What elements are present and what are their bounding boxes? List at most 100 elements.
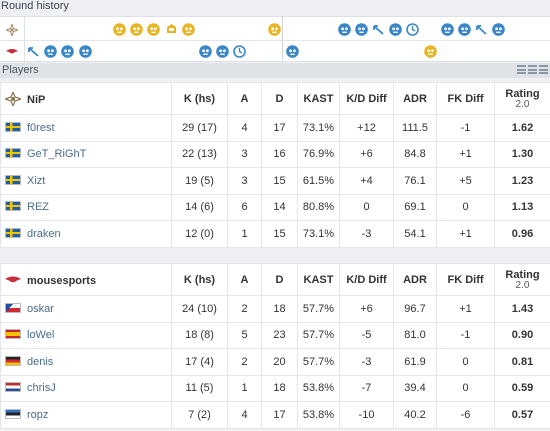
- kast-cell: 57.7%: [297, 321, 340, 349]
- time-expired-icon: [233, 45, 247, 58]
- kd-diff-cell: -3: [339, 220, 394, 248]
- player-cell[interactable]: REZ: [0, 193, 172, 221]
- assists-header: A: [227, 263, 262, 296]
- player-name[interactable]: GeT_RiGhT: [27, 148, 87, 161]
- assists-cell: 5: [227, 321, 262, 349]
- adr-cell: 96.7: [393, 295, 437, 323]
- assists-cell: 1: [227, 374, 262, 402]
- deaths-cell: 15: [261, 220, 298, 248]
- mousesports-logo-icon: [6, 49, 18, 54]
- player-row[interactable]: oskar 24 (10) 2 18 57.7% +6 96.7 +1 1.43: [0, 295, 550, 323]
- kills-cell: 29 (17): [171, 114, 228, 142]
- team2-name-header[interactable]: mousesports: [0, 263, 172, 296]
- grid-view-icon[interactable]: [539, 65, 548, 74]
- time-expired-icon: [406, 23, 420, 36]
- player-row[interactable]: denis 17 (4) 2 20 57.7% -3 61.9 0 0.81: [0, 348, 550, 376]
- rating-header: Rating 2.0: [494, 263, 550, 296]
- kd-diff-cell: -7: [339, 374, 394, 402]
- player-row[interactable]: loWel 18 (8) 5 23 57.7% -5 81.0 -1 0.90: [0, 321, 550, 349]
- kast-cell: 53.8%: [297, 401, 340, 429]
- t-win-skull-icon: [267, 23, 281, 36]
- country-flag-icon: [5, 201, 21, 212]
- kd-diff-cell: +12: [339, 114, 394, 142]
- adr-header: ADR: [393, 82, 437, 115]
- player-name[interactable]: f0rest: [27, 121, 55, 134]
- players-section-title: Players: [0, 63, 550, 78]
- country-flag-icon: [5, 329, 21, 340]
- team2-name[interactable]: mousesports: [27, 274, 97, 287]
- ct-win-skull-icon: [337, 23, 351, 36]
- t-win-skull-icon: [130, 23, 143, 36]
- kills-cell: 22 (13): [171, 140, 228, 168]
- ct-win-skull-icon: [216, 45, 229, 58]
- player-name[interactable]: oskar: [27, 302, 54, 315]
- rating-cell: 1.30: [494, 140, 550, 168]
- view-toggle[interactable]: [515, 65, 548, 77]
- fk-diff-cell: -1: [436, 114, 495, 142]
- adr-cell: 39.4: [393, 374, 437, 402]
- kast-cell: 57.7%: [297, 348, 340, 376]
- player-row[interactable]: draken 12 (0) 1 15 73.1% -3 54.1 +1 0.96: [0, 220, 550, 248]
- list-view-icon[interactable]: [517, 65, 526, 74]
- player-row[interactable]: chrisJ 11 (5) 1 18 53.8% -7 39.4 0 0.59: [0, 374, 550, 402]
- player-cell[interactable]: GeT_RiGhT: [0, 140, 172, 168]
- assists-cell: 2: [227, 348, 262, 376]
- deaths-cell: 17: [261, 114, 298, 142]
- fk-diff-cell: 0: [436, 193, 495, 221]
- player-cell[interactable]: chrisJ: [0, 374, 172, 402]
- player-name[interactable]: ropz: [27, 408, 49, 421]
- player-name[interactable]: loWel: [27, 329, 55, 342]
- player-name[interactable]: draken: [27, 227, 61, 240]
- player-name[interactable]: REZ: [27, 201, 49, 214]
- kast-cell: 73.1%: [297, 220, 340, 248]
- player-row[interactable]: GeT_RiGhT 22 (13) 3 16 76.9% +6 84.8 +1 …: [0, 140, 550, 168]
- player-cell[interactable]: Xizt: [0, 167, 172, 195]
- player-row[interactable]: f0rest 29 (17) 4 17 73.1% +12 111.5 -1 1…: [0, 114, 550, 142]
- rating-cell: 1.13: [494, 193, 550, 221]
- deaths-cell: 23: [261, 321, 298, 349]
- deaths-cell: 17: [261, 401, 298, 429]
- kills-cell: 24 (10): [171, 295, 228, 323]
- deaths-cell: 18: [261, 374, 298, 402]
- compact-view-icon[interactable]: [528, 65, 537, 74]
- kills-cell: 19 (5): [171, 167, 228, 195]
- rating-cell: 1.62: [494, 114, 550, 142]
- player-name[interactable]: Xizt: [27, 174, 46, 187]
- fk-diff-cell: 0: [436, 348, 495, 376]
- player-name[interactable]: denis: [27, 355, 54, 368]
- kast-cell: 61.5%: [297, 167, 340, 195]
- player-cell[interactable]: loWel: [0, 321, 172, 349]
- assists-cell: 2: [227, 295, 262, 323]
- kast-header: KAST: [297, 82, 340, 115]
- kills-header: K (hs): [171, 263, 228, 296]
- assists-cell: 3: [227, 140, 262, 168]
- country-flag-icon: [5, 174, 21, 185]
- player-row[interactable]: Xizt 19 (5) 3 15 61.5% +4 76.1 +5 1.23: [0, 167, 550, 195]
- player-cell[interactable]: f0rest: [0, 114, 172, 142]
- player-name[interactable]: chrisJ: [27, 382, 56, 395]
- half-divider: [282, 16, 283, 62]
- rating-cell: 1.43: [494, 295, 550, 323]
- rating-cell: 0.59: [494, 374, 550, 402]
- team1-name[interactable]: NiP: [27, 93, 46, 106]
- player-cell[interactable]: denis: [0, 348, 172, 376]
- fk-diff-cell: 0: [436, 374, 495, 402]
- player-cell[interactable]: draken: [0, 220, 172, 248]
- fk-diff-header: FK Diff: [436, 82, 495, 115]
- ct-win-skull-icon: [44, 45, 57, 58]
- bomb-defused-icon: [475, 23, 488, 36]
- team1-stats-table: NiP K (hs) A D KAST K/D Diff ADR FK Diff…: [0, 82, 550, 248]
- ct-win-skull-icon: [389, 23, 402, 36]
- player-cell[interactable]: oskar: [0, 295, 172, 323]
- kast-cell: 76.9%: [297, 140, 340, 168]
- deaths-header: D: [261, 263, 298, 296]
- team1-name-header[interactable]: NiP: [0, 82, 172, 115]
- round-history-row-mouz: [0, 40, 550, 62]
- bomb-exploded-icon: [165, 23, 178, 36]
- kd-diff-cell: -5: [339, 321, 394, 349]
- player-row[interactable]: ropz 7 (2) 4 17 53.8% -10 40.2 -6 0.57: [0, 401, 550, 429]
- bomb-defused-icon: [372, 23, 385, 36]
- country-flag-icon: [5, 382, 21, 393]
- player-cell[interactable]: ropz: [0, 401, 172, 429]
- player-row[interactable]: REZ 14 (6) 6 14 80.8% 0 69.1 0 1.13: [0, 193, 550, 221]
